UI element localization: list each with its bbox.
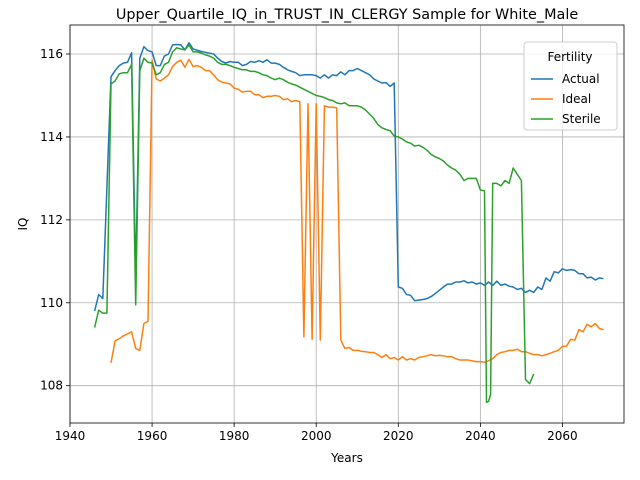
- x-tick-label: 1980: [219, 429, 250, 443]
- y-tick-label: 116: [40, 47, 63, 61]
- x-tick-label: 2040: [465, 429, 496, 443]
- x-tick-label: 2020: [383, 429, 414, 443]
- x-tick-label: 1940: [55, 429, 86, 443]
- legend-title: Fertility: [547, 50, 592, 64]
- y-tick-label: 114: [40, 130, 63, 144]
- gridlines: [69, 25, 624, 423]
- series-line-ideal: [110, 58, 604, 364]
- chart-title: Upper_Quartile_IQ_in_TRUST_IN_CLERGY Sam…: [116, 7, 578, 23]
- y-tick-label: 108: [40, 379, 63, 393]
- y-axis-ticks: 108 110 112 114 116: [40, 47, 70, 393]
- legend-label-sterile: Sterile: [562, 112, 601, 126]
- series-lines: [93, 42, 604, 404]
- x-tick-label: 1960: [137, 429, 168, 443]
- x-tick-label: 2060: [547, 429, 578, 443]
- legend-label-ideal: Ideal: [562, 92, 591, 106]
- legend-entries: Actual Ideal Sterile: [531, 72, 601, 126]
- y-tick-label: 112: [40, 213, 63, 227]
- x-axis-ticks: 1940 1960 1980 2000 2020 2040 2060: [55, 423, 578, 443]
- series-line-actual: [93, 42, 604, 312]
- x-tick-label: 2000: [301, 429, 332, 443]
- series-line-sterile: [93, 44, 535, 404]
- legend-label-actual: Actual: [562, 72, 600, 86]
- legend-box: [523, 41, 618, 131]
- plot-frame: [69, 24, 625, 424]
- y-tick-label: 110: [40, 296, 63, 310]
- legend: Fertility Actual Ideal Sterile: [523, 41, 618, 131]
- y-axis-label: IQ: [16, 218, 30, 231]
- x-axis-label: Years: [330, 451, 363, 465]
